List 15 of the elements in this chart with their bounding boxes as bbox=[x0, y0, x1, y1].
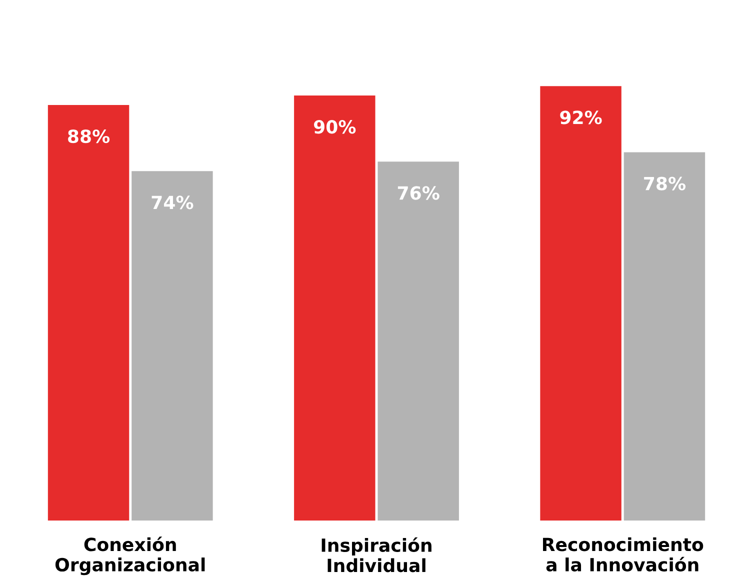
data-label: 78% bbox=[644, 176, 686, 190]
bar bbox=[132, 171, 213, 521]
data-label: 92% bbox=[560, 110, 602, 124]
bar bbox=[624, 152, 706, 521]
bar bbox=[48, 104, 130, 521]
data-label: 90% bbox=[314, 120, 356, 134]
data-label: 76% bbox=[398, 186, 440, 200]
x-tick-label: Conexión Organizacional bbox=[55, 536, 205, 576]
data-label: 74% bbox=[152, 196, 194, 210]
bar bbox=[540, 86, 622, 521]
x-tick-label: Reconocimiento a la Innovación bbox=[543, 537, 704, 572]
bar bbox=[378, 162, 459, 521]
data-label: 88% bbox=[68, 129, 110, 144]
bar bbox=[294, 96, 376, 521]
x-tick-label: Inspiración Individual bbox=[322, 537, 432, 572]
